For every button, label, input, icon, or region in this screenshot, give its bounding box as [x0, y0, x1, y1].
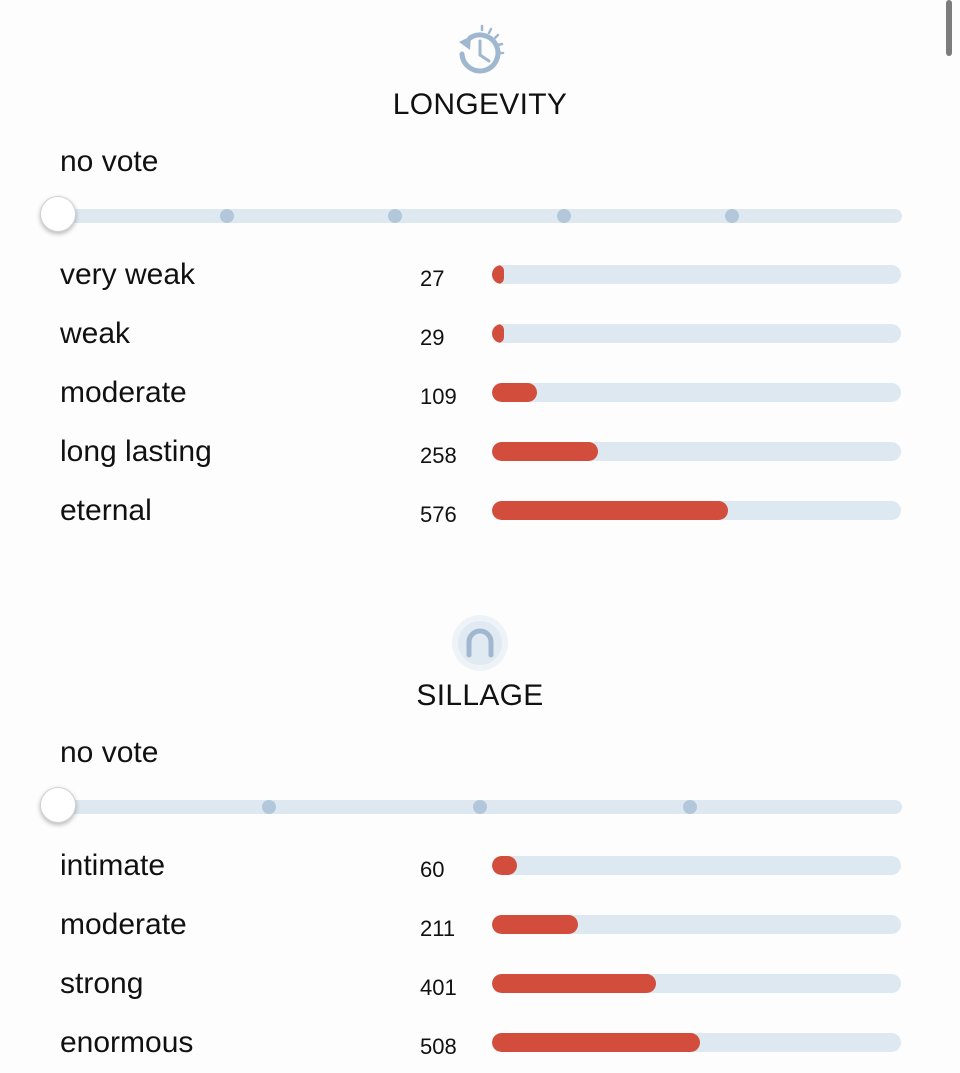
vote-bar — [492, 324, 901, 343]
vote-bar — [492, 442, 901, 461]
row-count: 401 — [420, 975, 457, 1000]
page-scrollbar[interactable] — [946, 0, 952, 56]
vote-bar — [492, 915, 901, 934]
vote-bar-fill — [492, 265, 504, 284]
vote-bar-fill — [492, 915, 578, 934]
longevity-row-eternal: eternal 576 — [0, 491, 960, 531]
row-label: eternal — [60, 494, 152, 527]
slider-stop[interactable] — [725, 209, 739, 223]
vote-bar — [492, 265, 901, 284]
row-label: weak — [60, 317, 131, 350]
longevity-vote-slider[interactable] — [40, 195, 902, 235]
vote-bar — [492, 1033, 901, 1052]
clock-rewind-icon — [459, 24, 505, 74]
longevity-row-moderate: moderate 109 — [0, 373, 960, 413]
vote-status: no vote — [60, 145, 159, 178]
vote-bar — [492, 974, 901, 993]
slider-stop[interactable] — [220, 209, 234, 223]
row-count: 258 — [420, 443, 457, 468]
slider-thumb[interactable] — [40, 196, 76, 232]
slider-stop[interactable] — [262, 800, 276, 814]
sillage-row-strong: strong 401 — [0, 964, 960, 1004]
vote-bar-fill — [492, 324, 504, 343]
row-count: 27 — [420, 266, 445, 291]
sillage-vote-slider[interactable] — [40, 786, 902, 826]
vote-bar — [492, 856, 901, 875]
row-label: long lasting — [60, 435, 212, 468]
longevity-row-long-lasting: long lasting 258 — [0, 432, 960, 472]
row-count: 29 — [420, 325, 445, 350]
row-count: 109 — [420, 384, 457, 409]
vote-bar-fill — [492, 501, 728, 520]
longevity-row-very-weak: very weak 27 — [0, 255, 960, 295]
sillage-row-intimate: intimate 60 — [0, 846, 960, 886]
vote-status: no vote — [60, 736, 159, 769]
row-label: moderate — [60, 376, 187, 409]
row-label: strong — [60, 967, 144, 1000]
slider-track[interactable] — [60, 209, 902, 223]
row-count: 211 — [420, 916, 456, 941]
row-label: moderate — [60, 908, 187, 941]
row-label: very weak — [60, 258, 196, 291]
slider-thumb[interactable] — [40, 787, 76, 823]
row-label: intimate — [60, 849, 166, 882]
slider-stop[interactable] — [683, 800, 697, 814]
longevity-row-weak: weak 29 — [0, 314, 960, 354]
sillage-row-moderate: moderate 211 — [0, 905, 960, 945]
vote-bar — [492, 501, 901, 520]
vote-bar-fill — [492, 1033, 700, 1052]
row-count: 576 — [420, 502, 457, 527]
row-count: 60 — [420, 857, 445, 882]
row-label: enormous — [60, 1026, 194, 1059]
vote-bar — [492, 383, 901, 402]
vote-bar-fill — [492, 856, 517, 875]
section-title: SILLAGE — [416, 679, 544, 712]
sillage-row-enormous: enormous 508 — [0, 1023, 960, 1063]
section-title: LONGEVITY — [392, 88, 568, 121]
vote-bar-fill — [492, 442, 598, 461]
slider-stop[interactable] — [388, 209, 402, 223]
vote-bar-fill — [492, 974, 656, 993]
slider-stop[interactable] — [557, 209, 571, 223]
row-count: 508 — [420, 1034, 457, 1059]
slider-stop[interactable] — [473, 800, 487, 814]
vote-bar-fill — [492, 383, 537, 402]
sillage-wave-icon — [452, 615, 508, 671]
